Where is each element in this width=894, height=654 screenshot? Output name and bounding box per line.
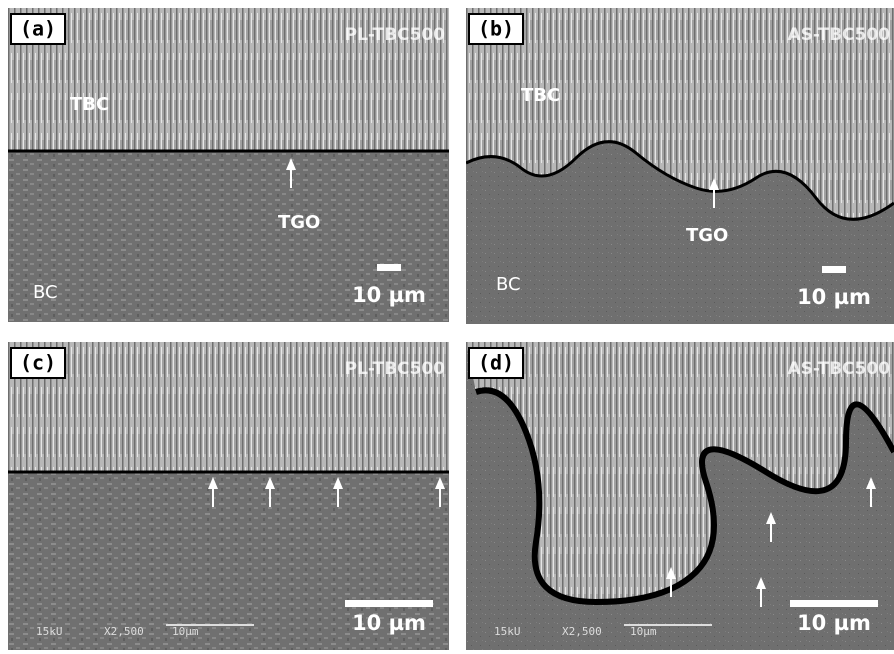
sample-name: AS-TBC500 (788, 359, 891, 379)
scale-label: 10 µm (797, 285, 871, 309)
instrument-info: 10µm (172, 625, 199, 638)
panel-label: (c) (20, 351, 56, 375)
panel: (a) PL-TBC500 TBC TGO BC 10 µm (8, 8, 449, 322)
region-label: TGO (278, 212, 320, 233)
micron-bar (624, 624, 712, 626)
panel: (d) AS-TBC500 10 µm 15kU X2,500 10µm (466, 342, 894, 650)
region-label: TBC (521, 85, 560, 106)
micrograph (466, 8, 894, 324)
panel-label: (a) (20, 17, 56, 41)
micrograph (8, 8, 449, 322)
scale-bar (790, 600, 878, 607)
scale-bar (377, 264, 401, 271)
region-label: TBC (70, 94, 109, 115)
panel: (c) PL-TBC500 10 µm 15kU X2,500 10µm (8, 342, 449, 650)
sample-name: PL-TBC500 (345, 25, 446, 45)
instrument-info: X2,500 (104, 625, 144, 638)
sample-name: PL-TBC500 (345, 359, 446, 379)
panel-label: (b) (478, 17, 514, 41)
scale-label: 10 µm (352, 283, 426, 307)
scale-bar (822, 266, 846, 273)
instrument-info: 15kU (494, 625, 521, 638)
instrument-info: 10µm (630, 625, 657, 638)
figure: (a) PL-TBC500 TBC TGO BC 10 µm (b) AS-TBC500 TBC… (0, 0, 894, 654)
region-label: BC (496, 274, 521, 295)
scale-label: 10 µm (797, 611, 871, 635)
region-label: TGO (686, 225, 728, 246)
region-label: BC (33, 282, 58, 303)
scale-label: 10 µm (352, 611, 426, 635)
panel-label: (d) (478, 351, 514, 375)
scale-bar (345, 600, 433, 607)
instrument-info: X2,500 (562, 625, 602, 638)
sample-name: AS-TBC500 (788, 25, 891, 45)
instrument-info: 15kU (36, 625, 63, 638)
panel: (b) AS-TBC500 TBC TGO BC 10 µm (466, 8, 894, 324)
micron-bar (166, 624, 254, 626)
